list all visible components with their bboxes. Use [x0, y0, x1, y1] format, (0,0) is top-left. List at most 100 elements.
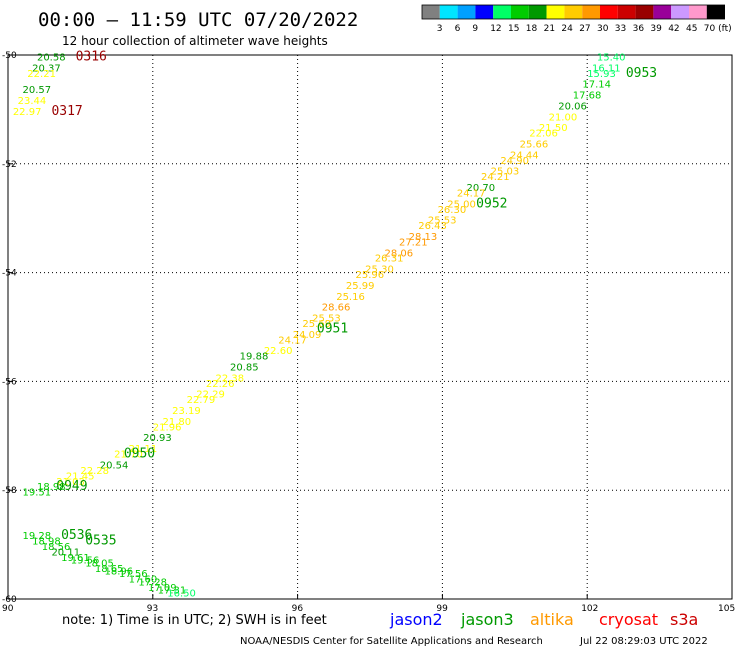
pass-time-label: 0535: [85, 534, 116, 549]
wave-height-point: 26.43: [418, 221, 447, 232]
wave-height-point: 17.60: [129, 575, 158, 586]
wave-height-point: 25.53: [428, 216, 457, 227]
color-scale-label: 30: [597, 24, 609, 34]
wave-height-point: 21.50: [539, 123, 568, 134]
x-tick-label: 105: [718, 604, 735, 614]
wave-height-point: 20.85: [230, 363, 259, 374]
wave-height-point: 20.11: [51, 547, 80, 558]
x-tick-label: 93: [147, 604, 158, 614]
wave-height-point: 15.93: [587, 69, 616, 80]
plot-frame: [7, 54, 733, 600]
wave-height-point: 25.03: [491, 167, 520, 178]
wave-height-point: 18.98: [37, 482, 66, 493]
wave-height-point: 28.13: [409, 232, 438, 243]
wave-height-point: 28.66: [322, 303, 351, 314]
wave-height-point: 17.09: [148, 583, 177, 594]
wave-height-point: 25.00: [447, 199, 476, 210]
wave-height-point: 24.21: [481, 172, 510, 183]
wave-height-point: 17.14: [582, 80, 611, 91]
wave-height-point: 22.38: [216, 373, 245, 384]
footer-credit: NOAA/NESDIS Center for Satellite Applica…: [240, 636, 543, 647]
x-tick-label: 102: [581, 604, 598, 614]
color-scale-label: 42: [668, 24, 679, 34]
color-scale-swatch: [422, 5, 440, 19]
wave-height-point: 27.21: [399, 237, 428, 248]
color-scale-label: 27: [579, 24, 590, 34]
wave-height-point: 18.96: [105, 567, 134, 578]
x-tick-label: 96: [292, 604, 304, 614]
wave-height-point: 22.26: [206, 379, 235, 390]
wave-height-point: 20.57: [22, 85, 51, 96]
x-tick-label: 90: [2, 604, 14, 614]
y-tick-label: -56: [2, 377, 17, 387]
y-tick-label: -60: [2, 595, 17, 605]
satellite-legend-entry: cryosat: [599, 610, 658, 629]
wave-height-point: 18.05: [85, 558, 114, 569]
color-scale-label: 18: [526, 24, 538, 34]
pass-time-label: 0316: [76, 49, 107, 64]
wave-height-point: 15.40: [597, 52, 626, 63]
wave-height-point: 18.98: [32, 537, 61, 548]
pass-time-label: 0952: [476, 196, 507, 211]
y-axis-ticks: -50 -52 -54 -56 -58 -60: [2, 51, 17, 605]
color-scale-swatch: [706, 5, 725, 19]
wave-height-point: 22.28: [80, 466, 109, 477]
wave-height-point: 22.21: [27, 69, 56, 80]
wave-height-point: 26.30: [438, 205, 467, 216]
color-scale-swatch: [511, 5, 529, 19]
color-scale-label: 21: [544, 24, 555, 34]
wave-height-point: 24.09: [293, 330, 322, 341]
wave-height-point: 25.16: [336, 292, 365, 303]
wave-height-point: 22.79: [187, 395, 216, 406]
wave-height-point: 25.69: [302, 319, 331, 330]
wave-height-point: 25.30: [365, 265, 394, 276]
wave-height-point: 22.97: [13, 107, 42, 118]
wave-height-point: 19.28: [22, 531, 51, 542]
y-tick-label: -54: [2, 269, 17, 279]
wave-height-point: 19.56: [71, 556, 100, 567]
color-scale-label: 45: [686, 24, 697, 34]
wave-height-point: 18.65: [95, 564, 124, 575]
y-tick-label: -50: [2, 51, 17, 61]
wave-height-point: 24.44: [510, 150, 539, 161]
color-scale-swatch: [493, 5, 511, 19]
color-scale-label: 36: [633, 24, 645, 34]
color-scale-legend: 3 6 9 12 15 18 21 24 27 30 33 36 39 42 45 70 (ft): [421, 4, 732, 34]
color-scale-swatch: [689, 5, 707, 19]
footer-note: note: 1) Time is in UTC; 2) SWH is in fe…: [62, 613, 327, 628]
satellite-legend-entry: jason3: [460, 610, 514, 629]
satellite-legend-entry: s3a: [670, 610, 698, 629]
chart-title: 00:00 – 11:59 UTC 07/20/2022: [38, 9, 358, 31]
wave-height-point: 19.61: [61, 553, 90, 564]
color-scale-swatch: [528, 5, 547, 19]
chart-subtitle: 12 hour collection of altimeter wave hei…: [62, 34, 328, 48]
wave-height-point: 22.06: [529, 129, 558, 140]
wave-height-point: 16.11: [592, 63, 621, 74]
satellite-legend-entry: altika: [530, 610, 574, 629]
wave-height-point: 19.51: [22, 488, 51, 499]
x-axis-ticks: 90 93 96 99 102 105: [2, 594, 735, 614]
wave-height-point: 20.93: [143, 433, 172, 444]
color-scale-swatch: [653, 5, 672, 19]
wave-height-point: 21.45: [66, 471, 95, 482]
wave-height-point: 21.80: [162, 417, 191, 428]
pass-time-label: 0951: [317, 321, 348, 336]
wave-height-point: 18.56: [42, 542, 71, 553]
wave-height-point: 21.11: [129, 444, 158, 455]
color-scale-label: 24: [561, 24, 573, 34]
wave-height-point: 17.68: [573, 91, 602, 102]
satellite-legend: jason2 jason3 altika cryosat s3a: [389, 610, 698, 629]
wave-height-point: 23.44: [18, 96, 47, 107]
color-scale-label: 15: [508, 24, 519, 34]
wave-height-point: 25.99: [346, 281, 375, 292]
color-scale-swatch: [546, 5, 565, 19]
color-scale-swatch: [457, 5, 476, 19]
color-scale-label: 6: [455, 24, 461, 34]
y-tick-label: -58: [2, 486, 17, 496]
wave-height-point: 21.96: [153, 422, 182, 433]
color-scale-swatch: [671, 5, 689, 19]
color-scale-label: 3: [437, 24, 443, 34]
